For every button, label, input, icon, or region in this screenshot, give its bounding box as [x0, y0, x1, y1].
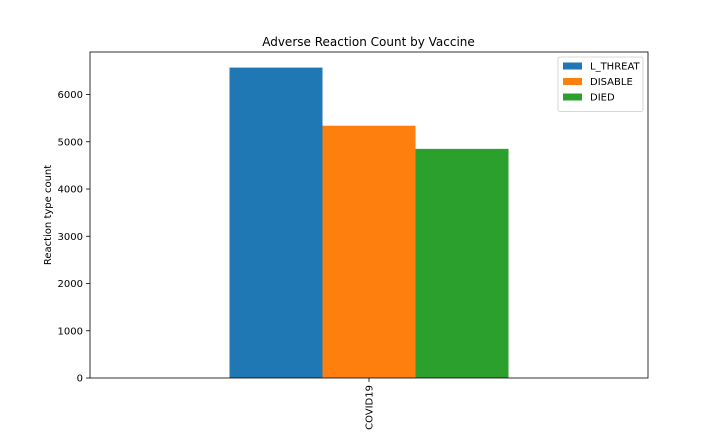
y-tick-label: 4000: [58, 185, 83, 196]
bars-layer: [229, 67, 509, 378]
legend-swatch: [563, 62, 582, 70]
y-tick-label: 5000: [58, 137, 83, 148]
bar-l-threat: [229, 67, 323, 378]
y-tick-label: 2000: [58, 279, 83, 290]
axes-layer: COVID19 0 1000 2000 3000 4000 5000 6000: [58, 51, 649, 430]
bar-died: [415, 148, 509, 378]
y-tick-label: 6000: [58, 90, 83, 101]
legend-label: L_THREAT: [590, 62, 641, 73]
legend-label: DISABLE: [590, 77, 633, 88]
legend-swatch: [563, 93, 582, 101]
y-axis-label: Reaction type count: [43, 165, 54, 265]
chart-title: Adverse Reaction Count by Vaccine: [262, 35, 475, 49]
legend-swatch: [563, 78, 582, 85]
y-tick-label: 3000: [58, 232, 83, 243]
legend: L_THREAT DISABLE DIED: [557, 56, 644, 112]
y-tick-label: 1000: [58, 326, 83, 337]
legend-label: DIED: [590, 93, 615, 104]
x-tick-label: COVID19: [365, 385, 376, 430]
plot-frame: [89, 51, 649, 379]
bar-disable: [322, 125, 416, 378]
y-tick-label: 0: [77, 374, 83, 385]
